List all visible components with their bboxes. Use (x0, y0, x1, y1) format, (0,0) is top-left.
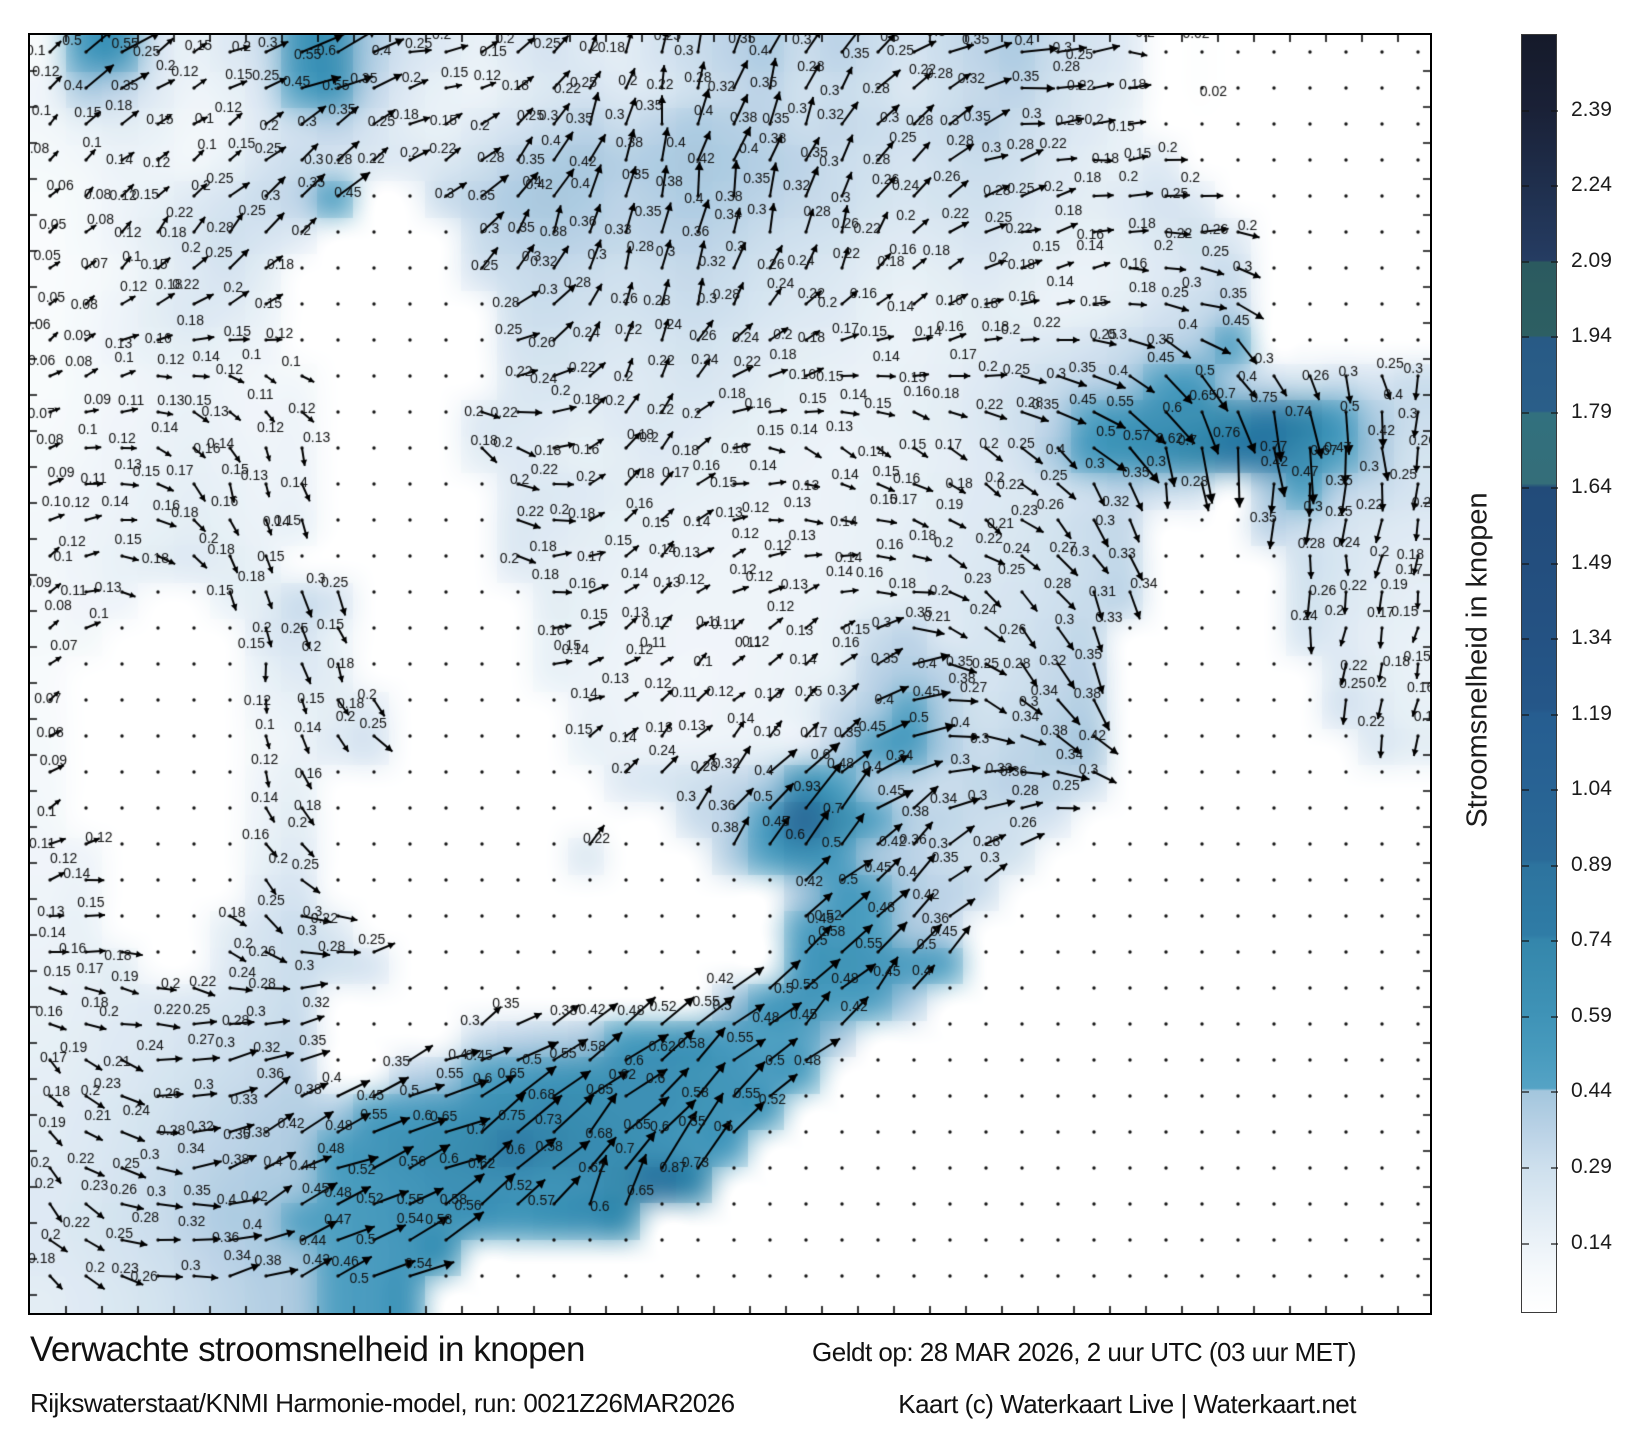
colorbar-tick-mark (1551, 562, 1558, 565)
colorbar-tick-labels: 0.14 0.29 0.44 0.59 0.74 0.89 1.04 1.19 1.34 1.49… (1571, 34, 1649, 1313)
colorbar-tick-mark (1551, 109, 1558, 112)
model-run-info: Rijkswaterstaat/KNMI Harmonie-model, run… (30, 1388, 735, 1418)
colorbar-tick-mark (1551, 185, 1558, 188)
colorbar-tick-label: 1.04 (1571, 777, 1612, 801)
colorbar-tick-label: 1.34 (1571, 626, 1612, 650)
colorbar-tick-mark (1551, 1166, 1558, 1169)
colorbar-tick-mark (1522, 562, 1529, 565)
colorbar-tick-mark (1522, 789, 1529, 792)
current-map-frame (28, 33, 1432, 1315)
colorbar-tick-mark (1551, 1015, 1558, 1018)
colorbar-tick-label: 2.39 (1571, 97, 1612, 121)
colorbar-tick-mark (1522, 940, 1529, 943)
colorbar-tick-mark (1551, 864, 1558, 867)
colorbar-tick-mark (1522, 1166, 1529, 1169)
colorbar-tick-mark (1522, 260, 1529, 263)
colorbar-tick-label: 0.74 (1571, 928, 1612, 952)
colorbar-tick-label: 0.89 (1571, 852, 1612, 876)
colorbar-tick-label: 1.49 (1571, 550, 1612, 574)
colorbar-tick-label: 1.64 (1571, 475, 1612, 499)
map-title: Verwachte stroomsnelheid in knopen (30, 1330, 586, 1369)
attribution: Kaart (c) Waterkaart Live | Waterkaart.n… (898, 1389, 1356, 1419)
colorbar-tick-mark (1522, 109, 1529, 112)
colorbar-tick-label: 1.19 (1571, 701, 1612, 725)
colorbar-tick-mark (1522, 411, 1529, 414)
colorbar-tick-label: 2.24 (1571, 173, 1612, 197)
colorbar-tick-label: 0.14 (1571, 1230, 1612, 1254)
colorbar-tick-mark (1551, 336, 1558, 339)
colorbar-tick-label: 1.94 (1571, 324, 1612, 348)
current-map-canvas (30, 35, 1430, 1313)
colorbar-tick-mark (1522, 336, 1529, 339)
colorbar-title: Stroomsnelheid in knopen (1461, 492, 1494, 828)
colorbar-tick-mark (1551, 638, 1558, 641)
colorbar-tick-mark (1551, 487, 1558, 490)
colorbar (1521, 34, 1558, 1313)
colorbar-tick-mark (1551, 1091, 1558, 1094)
colorbar-tick-label: 0.29 (1571, 1154, 1612, 1178)
colorbar-tick-mark (1551, 789, 1558, 792)
colorbar-tick-mark (1551, 411, 1558, 414)
colorbar-tick-mark (1551, 713, 1558, 716)
colorbar-tick-label: 1.79 (1571, 399, 1612, 423)
colorbar-tick-mark (1522, 713, 1529, 716)
colorbar-tick-mark (1522, 864, 1529, 867)
colorbar-tick-mark (1522, 487, 1529, 490)
colorbar-tick-mark (1522, 1015, 1529, 1018)
colorbar-tick-mark (1522, 185, 1529, 188)
valid-time: Geldt op: 28 MAR 2026, 2 uur UTC (03 uur… (812, 1337, 1356, 1367)
colorbar-tick-mark (1551, 940, 1558, 943)
colorbar-tick-mark (1551, 260, 1558, 263)
colorbar-tick-label: 0.44 (1571, 1079, 1612, 1103)
colorbar-tick-mark (1522, 1242, 1529, 1245)
colorbar-tick-label: 0.59 (1571, 1003, 1612, 1027)
colorbar-tick-mark (1522, 638, 1529, 641)
colorbar-tick-label: 2.09 (1571, 248, 1612, 272)
colorbar-tick-mark (1522, 1091, 1529, 1094)
colorbar-tick-mark (1551, 1242, 1558, 1245)
